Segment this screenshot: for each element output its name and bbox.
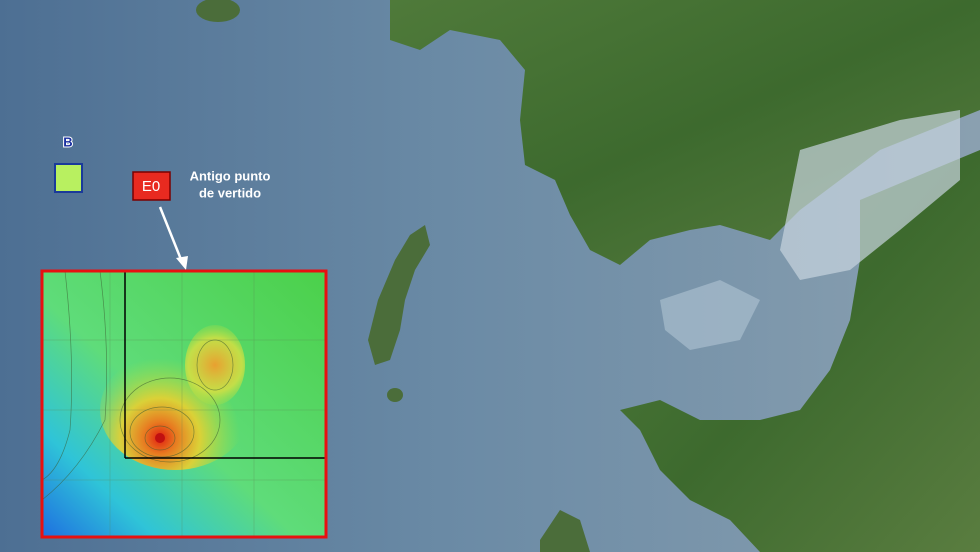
islet bbox=[540, 510, 590, 552]
bay bbox=[780, 110, 960, 280]
marker-e0 bbox=[132, 171, 171, 201]
arrow bbox=[158, 206, 184, 263]
marker-label: B bbox=[63, 134, 72, 149]
contours bbox=[41, 270, 234, 501]
islet bbox=[387, 388, 403, 402]
shallows bbox=[660, 280, 760, 350]
annotation-line: de vertido bbox=[199, 185, 261, 200]
island bbox=[368, 225, 430, 365]
inset-border bbox=[40, 269, 328, 539]
islet bbox=[196, 0, 240, 22]
heat bbox=[185, 325, 245, 405]
annotation-line: Antigo punto bbox=[190, 168, 271, 183]
land-north bbox=[390, 0, 980, 265]
marker-b bbox=[54, 163, 83, 193]
hotspot bbox=[155, 433, 165, 443]
land-south bbox=[620, 150, 980, 552]
arrow-head bbox=[176, 256, 188, 270]
grid bbox=[42, 271, 326, 537]
inset bbox=[40, 269, 328, 539]
marker-label: E0 bbox=[142, 178, 160, 195]
